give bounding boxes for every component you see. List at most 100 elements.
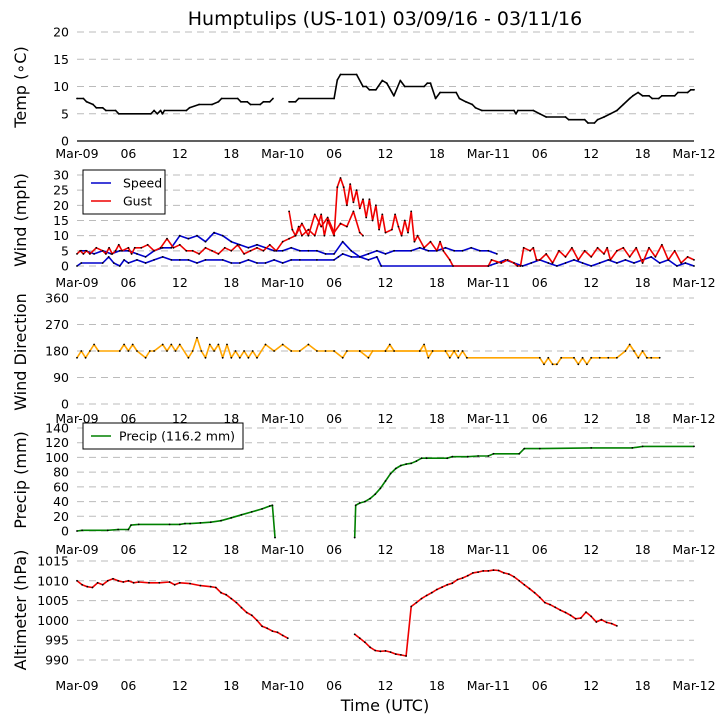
data-point (240, 513, 243, 516)
data-point (442, 249, 445, 252)
data-point (471, 103, 474, 106)
data-point (105, 109, 107, 112)
data-point (294, 100, 297, 103)
data-point (538, 259, 541, 261)
data-point (161, 112, 164, 115)
x-tick-label: 18 (429, 146, 445, 161)
series-precip-116-2-mm (76, 445, 695, 539)
x-tick-label: 18 (635, 411, 651, 426)
data-point (466, 574, 469, 577)
data-point (211, 249, 213, 252)
x-tick-label: Mar-11 (467, 275, 510, 290)
data-point (367, 259, 370, 261)
data-point (547, 356, 550, 359)
data-point (221, 259, 224, 261)
data-point (651, 97, 654, 100)
data-point (333, 253, 335, 255)
x-tick-label: 18 (429, 678, 445, 693)
x-tick-label: 06 (326, 542, 342, 557)
data-point (298, 350, 301, 352)
data-point (198, 103, 201, 106)
data-point (420, 457, 423, 460)
data-point (316, 259, 318, 261)
data-point (590, 265, 593, 267)
data-point (358, 256, 361, 258)
data-point (622, 246, 625, 249)
data-point (436, 249, 438, 252)
data-point (686, 91, 689, 94)
data-point (276, 631, 279, 634)
data-point (150, 112, 152, 115)
x-tick-label: Mar-10 (261, 542, 304, 557)
data-point (271, 504, 274, 507)
x-tick-label: 12 (583, 542, 599, 557)
data-point (350, 256, 353, 258)
y-tick-label: 995 (45, 633, 69, 648)
x-tick-label: 18 (223, 542, 239, 557)
data-point (487, 249, 490, 252)
data-point (82, 253, 85, 255)
data-point (196, 336, 198, 339)
data-point (558, 249, 560, 252)
data-point (661, 94, 663, 97)
data-point (170, 259, 173, 261)
data-point (528, 587, 531, 590)
y-tick-label: 15 (53, 213, 69, 228)
data-point (240, 606, 243, 609)
data-point (236, 243, 239, 246)
data-point (117, 243, 120, 246)
data-point (434, 97, 437, 100)
data-point (250, 614, 253, 617)
data-point (423, 246, 425, 249)
data-point (352, 201, 355, 204)
x-tick-label: Mar-09 (55, 542, 98, 557)
data-point (431, 350, 434, 352)
data-point (187, 237, 190, 240)
data-point (585, 611, 587, 613)
data-point (530, 262, 533, 264)
data-point (324, 350, 327, 352)
data-point (256, 243, 258, 246)
data-point (245, 611, 248, 614)
data-point (580, 617, 582, 619)
data-point (369, 497, 371, 500)
data-point (349, 183, 352, 186)
data-point (273, 350, 275, 352)
data-point (158, 581, 161, 584)
data-point (362, 234, 364, 237)
x-tick-label: 12 (378, 411, 394, 426)
data-point (221, 234, 224, 237)
data-point (249, 249, 252, 252)
x-tick-label: Mar-12 (672, 146, 715, 161)
data-point (403, 219, 406, 222)
y-tick-label: 60 (53, 479, 69, 494)
data-point (286, 637, 289, 640)
data-point (461, 577, 464, 579)
data-point (76, 253, 78, 255)
data-point (307, 234, 310, 237)
data-point (339, 222, 342, 225)
x-tick-label: 06 (532, 411, 548, 426)
x-tick-label: Mar-10 (261, 146, 304, 161)
data-point (273, 259, 275, 261)
data-point (420, 597, 423, 600)
data-point (581, 262, 584, 264)
data-point (364, 641, 366, 644)
data-point (153, 249, 156, 252)
data-point (173, 583, 176, 586)
y-tick-label: 25 (53, 183, 69, 198)
data-point (571, 246, 573, 249)
data-point (336, 79, 339, 81)
data-point (170, 343, 173, 346)
data-point (123, 259, 125, 261)
data-point (196, 234, 198, 237)
data-point (333, 259, 335, 261)
data-point (153, 259, 156, 261)
data-point (429, 82, 432, 85)
data-point (123, 343, 125, 346)
data-point (220, 519, 222, 522)
data-point (230, 356, 233, 359)
y-axis-label: Temp (∘C) (11, 46, 30, 128)
y-tick-label: 40 (53, 494, 69, 509)
